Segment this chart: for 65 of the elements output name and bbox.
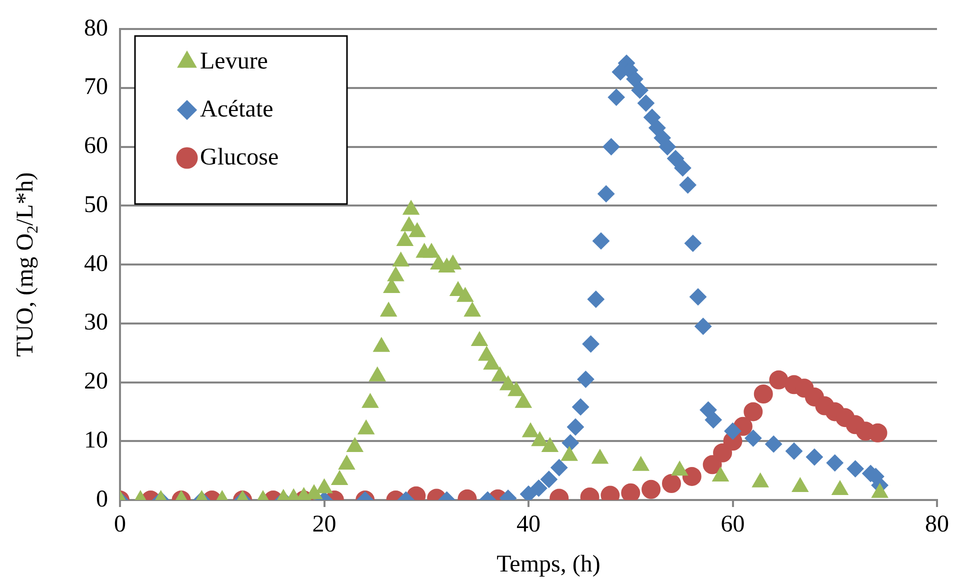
x-axis-title: Temps, (h) <box>496 551 600 578</box>
point <box>658 138 676 156</box>
y-tick-label: 10 <box>84 427 108 454</box>
y-tick-label: 0 <box>96 486 108 512</box>
point <box>684 234 702 252</box>
x-tick-label: 0 <box>114 512 126 538</box>
point <box>408 222 426 238</box>
point <box>632 456 650 471</box>
point <box>561 446 578 461</box>
point <box>872 483 888 498</box>
point <box>369 366 386 382</box>
point <box>346 438 364 452</box>
legend-label: Levure <box>200 48 268 74</box>
point <box>316 478 333 494</box>
point <box>464 302 481 317</box>
point <box>531 432 548 446</box>
point <box>492 366 508 382</box>
point <box>483 355 500 370</box>
point <box>423 243 440 258</box>
point <box>644 108 661 126</box>
point <box>598 185 615 202</box>
x-tick-label: 80 <box>925 512 949 538</box>
point <box>522 422 539 438</box>
point <box>631 82 648 99</box>
point <box>667 150 684 168</box>
point <box>626 70 644 88</box>
y-tick-label: 70 <box>84 74 108 100</box>
x-tick-label: 60 <box>720 512 745 538</box>
point <box>402 200 420 215</box>
point <box>542 438 558 452</box>
y-tick-label: 20 <box>84 368 108 395</box>
point <box>338 455 356 470</box>
legend-label: Acétate <box>200 96 274 122</box>
point <box>637 94 654 112</box>
y-tick-label: 50 <box>84 192 108 218</box>
point <box>387 266 404 282</box>
legend-label: Glucose <box>200 144 279 170</box>
point <box>471 332 488 346</box>
y-tick-label: 60 <box>84 133 108 160</box>
point <box>592 449 608 464</box>
point <box>373 337 390 352</box>
point <box>380 302 397 317</box>
point <box>602 138 620 156</box>
x-tick-label: 20 <box>312 512 336 538</box>
point <box>508 382 525 396</box>
point <box>515 393 532 408</box>
x-tick-label: 40 <box>516 512 540 538</box>
point <box>392 252 410 267</box>
point <box>671 461 688 476</box>
point <box>608 88 625 106</box>
point <box>331 470 348 485</box>
y-tick-label: 30 <box>84 310 108 336</box>
point <box>679 176 696 194</box>
y-axis-title: TUO, (mg O2/L*h) <box>12 172 42 357</box>
point <box>752 472 769 488</box>
point <box>456 287 474 302</box>
y-tick-label: 40 <box>84 250 108 277</box>
point <box>832 480 848 495</box>
point <box>592 232 610 250</box>
point <box>674 159 692 176</box>
point <box>712 466 729 482</box>
y-tick-label: 80 <box>84 15 108 42</box>
point <box>362 393 378 408</box>
point <box>396 231 414 246</box>
point <box>358 420 374 434</box>
